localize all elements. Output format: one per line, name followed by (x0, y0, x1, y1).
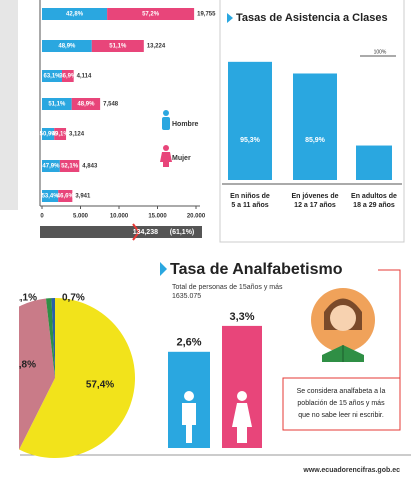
person-icon (232, 403, 252, 443)
connector (378, 269, 401, 378)
bar-segment (61, 70, 74, 82)
bar-segment (42, 40, 92, 52)
value-label: 57,4% (86, 380, 114, 391)
x-tick-label: 0 (40, 214, 44, 220)
bar (356, 145, 392, 180)
value-label: 2,6% (176, 337, 201, 349)
person-icon (184, 391, 194, 401)
bar-segment (42, 190, 59, 202)
value-label: 49,1% (52, 132, 70, 138)
bar (228, 61, 272, 180)
grand-share: (61,1%) (170, 229, 195, 236)
value-label: 57,2% (142, 12, 160, 18)
value-label: 63,1% (43, 74, 61, 80)
x-tick-label: 20.000 (187, 214, 206, 220)
bar-segment (42, 128, 55, 140)
bar-segment (42, 8, 108, 20)
legend-label: Mujer (172, 155, 191, 162)
legend-icon-man (162, 110, 170, 130)
value-label: 51,1% (109, 44, 127, 50)
total-label: 4,114 (77, 74, 92, 80)
value-label: 42,8% (66, 12, 84, 18)
pie-slice (51, 298, 55, 378)
x-tick-label: En adultos de (351, 193, 397, 200)
value-label: 51,1% (48, 102, 66, 108)
value-label: 0,7% (62, 293, 85, 304)
total-label: 13,224 (147, 44, 166, 50)
x-tick-label: 18 a 29 años (353, 202, 395, 209)
pie-slice (45, 298, 55, 378)
bar-segment (54, 128, 67, 140)
total-label: 4,843 (82, 164, 98, 170)
total-label: 7,548 (103, 102, 119, 108)
value-label: 1,1% (14, 293, 37, 304)
value-label: 52,1% (61, 164, 79, 170)
y-tick-label: 100% (374, 49, 387, 55)
value-label: 36,9% (59, 74, 77, 80)
legend-icon-woman (160, 145, 172, 167)
footer: www.ecuadorencifras.gob.ec (302, 467, 400, 474)
bar-segment (42, 160, 60, 172)
value-label: 85,9% (305, 137, 326, 144)
note-box (282, 377, 401, 431)
value-label: 50,9% (40, 132, 58, 138)
chevron (132, 223, 141, 241)
value-label: 47,9% (42, 164, 60, 170)
note: que no sabe leer ni escribir. (298, 412, 384, 419)
chart-title: Tasas de Asistencia a Clases (236, 12, 388, 24)
x-tick-label: En niños de (230, 193, 270, 200)
x-tick-label: En jóvenes de (291, 193, 338, 200)
bar-segment (91, 40, 144, 52)
x-tick-label: 5 a 11 años (231, 202, 268, 209)
value-label: 48,9% (77, 102, 95, 108)
value-label: 40,8% (8, 360, 36, 371)
x-tick-label: 15.000 (148, 214, 167, 220)
note: población de 15 años y más (297, 400, 385, 407)
value-label: 3,3% (229, 311, 254, 323)
bar-segment (71, 98, 101, 110)
note: Se considera analfabeta a la (297, 388, 386, 395)
value-label: 48,9% (58, 44, 76, 50)
total-label: 3,941 (75, 194, 91, 200)
bar-segment (42, 70, 62, 82)
x-tick-label: 10.000 (110, 214, 129, 220)
total-label: 3,124 (69, 132, 85, 138)
subtitle: 1635.075 (172, 293, 201, 300)
panel-border (219, 0, 405, 243)
title-marker (227, 13, 233, 23)
pie-slice (19, 298, 55, 450)
side-panel (0, 0, 18, 210)
person-icon (182, 403, 196, 443)
value-label: 46,6% (57, 194, 75, 200)
title-marker (160, 262, 167, 276)
bar-segment (58, 190, 73, 202)
bar-segment (59, 160, 80, 172)
chart-title: Tasa de Analfabetismo (170, 261, 343, 278)
value-label: 53,4% (42, 194, 60, 200)
total-label: 19,755 (197, 12, 216, 18)
person-icon (237, 391, 247, 401)
subtitle: Total de personas de 15años y más (172, 284, 283, 291)
value-label: 95,3% (240, 137, 261, 144)
legend-label: Hombre (172, 121, 199, 128)
bar (293, 73, 337, 180)
pie: 57,4% 40,8% 1,1% 0,7% (8, 293, 136, 458)
pie-slice (19, 298, 136, 458)
reader-illustration (311, 288, 375, 362)
total-strip (40, 226, 202, 238)
value-label: 27,8% (364, 188, 385, 195)
x-tick-label: 12 a 17 años (294, 202, 336, 209)
bar-segment (42, 98, 72, 110)
x-tick-label: 5.000 (73, 214, 89, 220)
grand-total: 134,238 (133, 229, 158, 236)
bar-segment (107, 8, 195, 20)
